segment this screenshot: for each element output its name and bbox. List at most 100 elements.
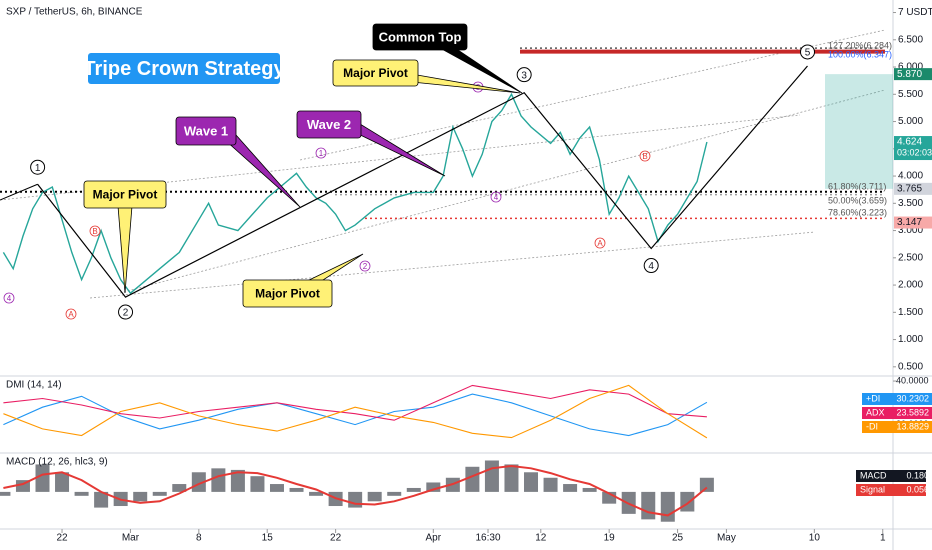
minor-label: B [642, 152, 647, 161]
x-tick-label: Apr [426, 533, 442, 544]
legend-tag [862, 421, 932, 433]
legend-name: ADX [866, 407, 885, 417]
legend-value: 0.180 [906, 470, 929, 480]
pane-title: DMI (14, 14) [6, 380, 62, 391]
fib-label: 127.20%(6.284) [828, 40, 892, 50]
callout-text: Major Pivot [255, 287, 320, 301]
legend-value: 0.056 [906, 484, 929, 494]
macd-bar [699, 477, 714, 492]
y-tick-label: 7 USDT [898, 7, 932, 18]
minor-label: A [597, 239, 603, 248]
x-tick-label: Mar [122, 533, 140, 544]
macd-bar [582, 487, 597, 492]
minor-circle [315, 147, 327, 159]
x-tick-label: 22 [330, 533, 342, 544]
chart-title: SXP / TetherUS, 6h, BINANCE [6, 7, 143, 18]
wave-line [37, 65, 808, 298]
x-tick-label: 16:30 [476, 533, 501, 544]
wave-label: 5 [805, 48, 811, 59]
minor-circle [490, 191, 502, 203]
macd-bar [35, 464, 50, 492]
y-tick-label: 0.500 [898, 361, 923, 372]
wave-label: 2 [123, 308, 129, 319]
price-line [3, 384, 708, 439]
y-tick-label: 1.000 [898, 334, 923, 345]
minor-circle [65, 308, 77, 320]
price-tag-label: 4.624 [897, 137, 922, 148]
fib-label: 78.60%(3.223) [828, 207, 887, 217]
callout-text: Wave 2 [307, 117, 351, 132]
callout-text: Major Pivot [93, 188, 158, 202]
price-tag-label: 3.765 [897, 184, 922, 195]
legend-name: Signal [860, 484, 885, 494]
legend-name: -DI [866, 421, 878, 431]
y-tick-label: 2.500 [898, 252, 923, 263]
legend-tag [856, 470, 926, 482]
minor-label: 1 [319, 149, 324, 158]
wave-circle [516, 67, 532, 83]
macd-bar [367, 491, 382, 502]
macd-bar [504, 464, 519, 492]
price-tag [894, 216, 932, 229]
macd-bar [15, 480, 30, 492]
callout-text: Major Pivot [343, 66, 408, 80]
macd-bar [563, 484, 578, 492]
macd-bar [172, 484, 187, 492]
price-tag-label: 3.147 [897, 217, 922, 228]
price-tag [894, 182, 932, 195]
price-tag-label: 5.870 [897, 69, 922, 80]
wave-label: 1 [35, 163, 41, 174]
legend-value: 13.8829 [896, 421, 929, 431]
y-tick-label: 3.000 [898, 225, 923, 236]
x-tick-label: 12 [535, 533, 547, 544]
legend-value: 23.5892 [896, 407, 929, 417]
y-tick-label: 40.0000 [896, 375, 929, 385]
macd-bar [641, 491, 656, 520]
x-tick-label: 22 [56, 533, 68, 544]
macd-bar [660, 491, 675, 522]
pane-title: MACD (12, 26, hlc3, 9) [6, 457, 108, 468]
legend-name: MACD [860, 470, 887, 480]
minor-circle [89, 225, 101, 237]
callout-box [372, 23, 468, 51]
macd-bar [191, 472, 206, 492]
macd-bar [289, 487, 304, 492]
x-tick-label: 10 [809, 533, 821, 544]
projection-box [825, 74, 893, 189]
y-tick-label: 4.000 [898, 171, 923, 182]
wave-circle [118, 304, 134, 320]
callout-box [83, 180, 167, 209]
macd-bar [211, 468, 226, 492]
price-line [3, 384, 707, 421]
x-tick-label: 8 [196, 533, 202, 544]
macd-bar [465, 466, 480, 492]
minor-label: 2 [363, 262, 368, 271]
macd-bar [133, 491, 148, 502]
y-tick-label: 6.000 [898, 62, 923, 73]
signal-line [3, 464, 708, 517]
minor-circle [594, 237, 606, 249]
legend-tag [862, 407, 932, 419]
price-tag [894, 68, 932, 81]
legend-tag [862, 393, 932, 405]
fib-label: 61.80%(3.711) [828, 181, 886, 191]
minor-label: 4 [494, 193, 499, 202]
price-line [2, 92, 708, 295]
macd-bar [0, 491, 11, 496]
x-tick-label: 25 [672, 533, 684, 544]
callout-box [242, 279, 333, 308]
macd-bar [543, 477, 558, 492]
wave-lead [0, 183, 38, 201]
macd-bar [348, 491, 363, 508]
wave-label: 3 [521, 70, 527, 81]
price-tag [894, 136, 932, 161]
minor-circle [639, 150, 651, 162]
y-tick-label: 6.500 [898, 34, 923, 45]
price-line [3, 393, 708, 437]
macd-bar [680, 491, 695, 512]
minor-circle [359, 260, 371, 272]
callout-text: Common Top [379, 29, 462, 44]
macd-bar [387, 491, 402, 496]
